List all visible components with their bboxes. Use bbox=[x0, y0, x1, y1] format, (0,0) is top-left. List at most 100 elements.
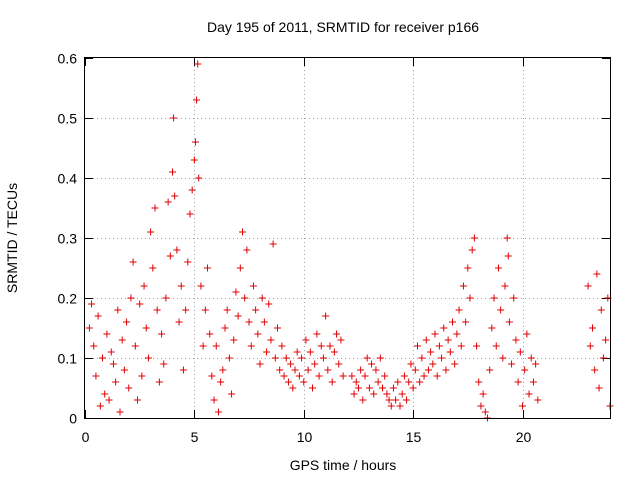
data-point bbox=[182, 306, 190, 314]
data-point bbox=[230, 336, 238, 344]
data-point bbox=[324, 366, 332, 374]
data-point bbox=[593, 270, 601, 278]
data-point bbox=[599, 354, 607, 362]
data-point bbox=[368, 360, 376, 368]
data-point bbox=[392, 396, 400, 404]
data-point bbox=[449, 318, 456, 326]
data-point bbox=[85, 324, 93, 332]
data-point bbox=[276, 366, 284, 374]
data-point bbox=[350, 390, 358, 398]
x-tick-label: 10 bbox=[297, 429, 313, 445]
data-point bbox=[267, 336, 275, 344]
data-point bbox=[422, 336, 430, 344]
data-point bbox=[431, 330, 439, 338]
data-point bbox=[363, 354, 371, 362]
data-point bbox=[112, 378, 120, 386]
data-point bbox=[99, 354, 106, 362]
data-point bbox=[193, 96, 201, 104]
data-point bbox=[298, 354, 306, 362]
data-point bbox=[101, 390, 109, 398]
data-point bbox=[127, 294, 135, 302]
data-point bbox=[468, 246, 476, 254]
data-point bbox=[188, 186, 196, 194]
data-point bbox=[138, 372, 146, 380]
data-point bbox=[521, 366, 529, 374]
data-point bbox=[254, 330, 262, 338]
data-point bbox=[129, 258, 137, 266]
x-tick-label: 0 bbox=[82, 429, 90, 445]
data-point bbox=[315, 372, 323, 380]
data-point bbox=[492, 342, 500, 350]
data-point bbox=[96, 402, 104, 410]
data-point bbox=[529, 378, 537, 386]
data-point bbox=[527, 354, 535, 362]
data-point bbox=[243, 246, 251, 254]
data-point bbox=[328, 378, 336, 386]
x-tick-label: 15 bbox=[406, 429, 422, 445]
data-point bbox=[158, 330, 166, 338]
data-point bbox=[374, 378, 382, 386]
chart-title: Day 195 of 2011, SRMTID for receiver p16… bbox=[207, 19, 479, 35]
y-tick-label: 0.1 bbox=[58, 351, 78, 367]
data-point bbox=[284, 378, 292, 386]
data-point bbox=[131, 342, 139, 350]
x-tick-label: 5 bbox=[191, 429, 199, 445]
data-point bbox=[337, 336, 345, 344]
data-point bbox=[166, 252, 174, 260]
data-point bbox=[309, 384, 316, 392]
data-point bbox=[134, 396, 141, 404]
data-point bbox=[236, 264, 244, 272]
data-point bbox=[335, 360, 343, 368]
data-point bbox=[403, 396, 411, 404]
data-point bbox=[239, 228, 246, 236]
data-point bbox=[385, 396, 393, 404]
data-point bbox=[280, 372, 288, 380]
data-point bbox=[217, 378, 225, 386]
data-point bbox=[475, 378, 483, 386]
data-point bbox=[370, 390, 378, 398]
data-point bbox=[170, 114, 178, 122]
data-point bbox=[295, 372, 303, 380]
y-tick-label: 0 bbox=[69, 411, 77, 427]
data-point bbox=[414, 342, 421, 350]
data-point bbox=[523, 330, 531, 338]
data-point bbox=[510, 294, 518, 302]
data-point bbox=[179, 366, 187, 374]
data-point bbox=[291, 366, 299, 374]
y-tick-label: 0.3 bbox=[58, 231, 78, 247]
y-tick-label: 0.6 bbox=[58, 51, 78, 67]
data-point bbox=[249, 282, 257, 290]
data-point bbox=[505, 318, 513, 326]
data-point bbox=[258, 294, 266, 302]
data-point bbox=[228, 390, 236, 398]
data-point bbox=[173, 246, 181, 254]
data-point bbox=[197, 282, 205, 290]
data-point bbox=[455, 306, 463, 314]
data-point bbox=[271, 354, 279, 362]
data-point bbox=[114, 306, 122, 314]
data-point bbox=[497, 306, 505, 314]
data-point bbox=[278, 342, 286, 350]
data-point bbox=[221, 324, 229, 332]
data-point bbox=[289, 384, 297, 392]
data-point bbox=[429, 360, 437, 368]
data-point bbox=[512, 336, 520, 344]
data-point bbox=[339, 372, 347, 380]
data-point bbox=[94, 312, 102, 320]
data-point bbox=[602, 336, 610, 344]
data-point bbox=[210, 396, 218, 404]
data-point bbox=[313, 330, 321, 338]
data-point bbox=[123, 318, 131, 326]
data-point bbox=[394, 378, 402, 386]
data-point bbox=[411, 366, 419, 374]
data-point bbox=[201, 306, 209, 314]
data-point bbox=[466, 294, 474, 302]
data-point bbox=[457, 342, 465, 350]
data-point bbox=[352, 378, 360, 386]
data-point bbox=[396, 402, 404, 410]
data-point bbox=[589, 324, 596, 332]
data-point bbox=[438, 354, 446, 362]
data-point bbox=[105, 396, 113, 404]
y-tick-label: 0.2 bbox=[58, 291, 78, 307]
data-point bbox=[398, 390, 406, 398]
